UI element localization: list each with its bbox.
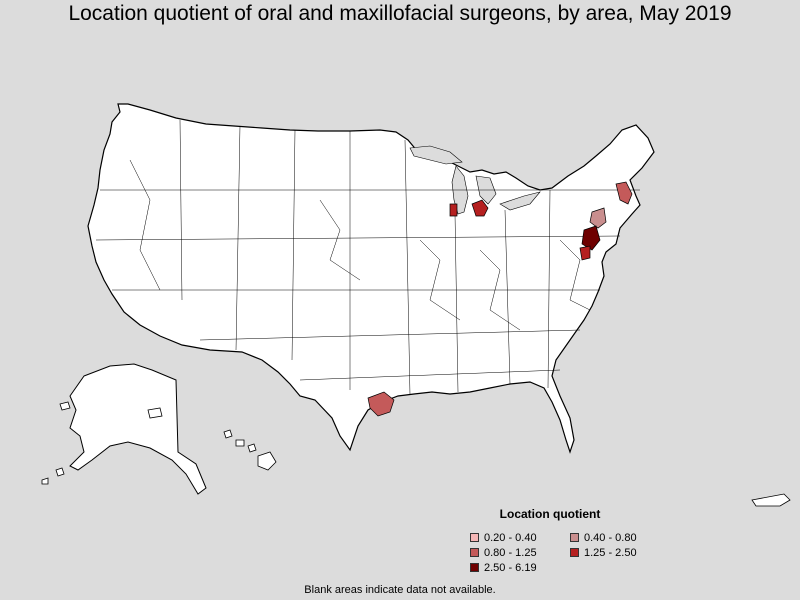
legend-label: 2.50 - 6.19 (484, 561, 537, 574)
legend-label: 0.80 - 1.25 (484, 546, 537, 559)
lake-superior (409, 145, 463, 165)
legend-label: 1.25 - 2.50 (584, 546, 637, 559)
legend-swatch (470, 548, 479, 557)
area-boundaries (95, 119, 640, 396)
contiguous-us (87, 103, 655, 454)
area-philadelphia[interactable] (581, 225, 601, 251)
legend-item: 0.40 - 0.80 (570, 531, 670, 544)
legend-item: 0.20 - 0.40 (470, 531, 570, 544)
legend-swatch (470, 563, 479, 572)
area-new-york[interactable] (589, 207, 607, 229)
puerto-rico (751, 493, 791, 507)
legend-swatch (570, 533, 579, 542)
legend-title: Location quotient (499, 507, 601, 521)
legend-item: 1.25 - 2.50 (570, 546, 670, 559)
area-chicago[interactable] (449, 203, 458, 217)
lake-erie (499, 191, 541, 211)
legend-item: 0.80 - 1.25 (470, 546, 570, 559)
area-baltimore[interactable] (579, 245, 591, 261)
area-boston[interactable] (615, 181, 633, 205)
legend-label: 0.40 - 0.80 (584, 531, 637, 544)
hawaii (223, 429, 277, 471)
legend-swatch (470, 533, 479, 542)
footnote: Blank areas indicate data not available. (304, 584, 496, 596)
alaska-islands (41, 401, 163, 485)
legend-label: 0.20 - 0.40 (484, 531, 537, 544)
legend-item: 2.50 - 6.19 (470, 561, 570, 574)
legend-swatch (570, 548, 579, 557)
legend-items: 0.20 - 0.40 0.40 - 0.80 0.80 - 1.25 1.25… (470, 531, 660, 574)
map-title: Location quotient of oral and maxillofac… (68, 2, 732, 25)
area-houston[interactable] (367, 391, 395, 417)
alaska (69, 363, 207, 495)
area-detroit[interactable] (471, 199, 489, 217)
legend: Location quotient 0.20 - 0.40 0.40 - 0.8… (470, 507, 660, 574)
